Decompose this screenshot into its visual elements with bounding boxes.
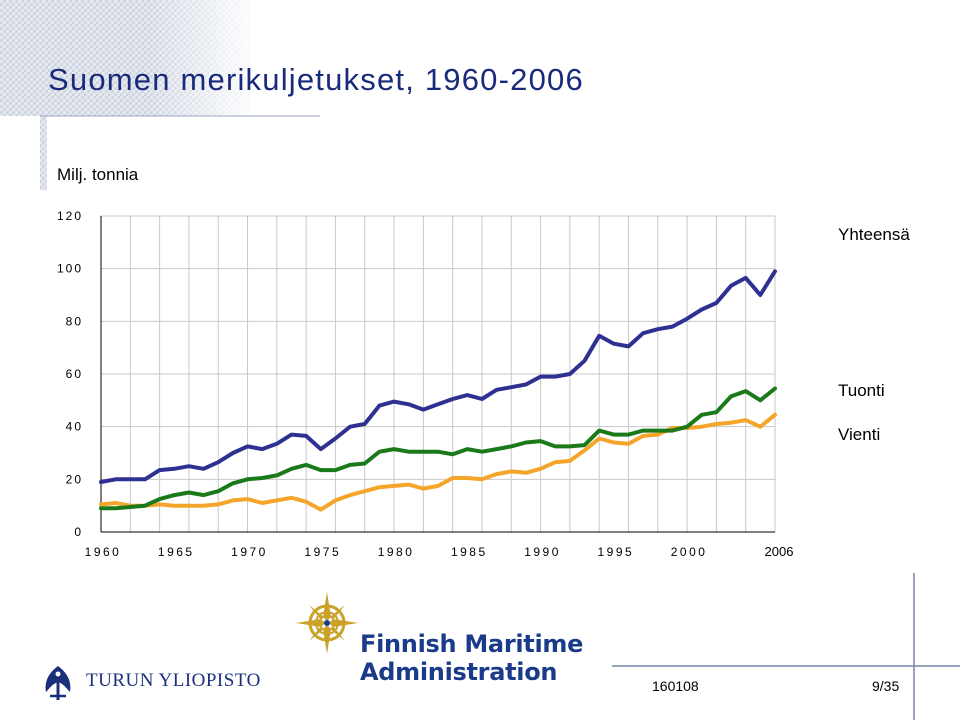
y-tick-label: 100 [57, 262, 83, 276]
x-tick-label: 1995 [597, 545, 634, 559]
footer-page-number: 9/35 [872, 678, 900, 694]
y-tick-label: 20 [66, 472, 83, 486]
x-tick-label: 1960 [85, 545, 122, 559]
y-tick-label: 40 [66, 420, 83, 434]
chart-grid [101, 215, 776, 532]
footer-date-code: 160108 [652, 678, 699, 694]
y-tick-label: 0 [74, 525, 83, 539]
x-tick-label: 1970 [231, 545, 268, 559]
y-tick-label: 80 [66, 314, 83, 328]
x-tick-label: 2006 [765, 544, 794, 559]
slide-title: Suomen merikuljetukset, 1960-2006 [48, 62, 584, 97]
series-label: Yhteensä [838, 225, 910, 244]
finnish-maritime-administration-logo: Finnish Maritime Administration [296, 590, 586, 690]
compass-rose-icon [296, 592, 358, 654]
agency-name-line-1: Finnish Maritime [360, 630, 584, 658]
chart-series [99, 269, 777, 512]
series-label: Tuonti [838, 381, 885, 400]
header-vertical-strip [40, 0, 47, 190]
x-tick-label: 1980 [378, 545, 415, 559]
chart-labels: 0 20 40 60 80 100 120 1960 1965 1970 1975 1980 1985 1… [57, 209, 910, 559]
turun-yliopisto-logo: TURUN YLIOPISTO [38, 660, 268, 704]
agency-name-line-2: Administration [360, 658, 558, 686]
y-tick-label: 60 [66, 367, 83, 381]
x-tick-label: 1990 [524, 545, 561, 559]
x-tick-label: 1985 [451, 545, 488, 559]
university-emblem-icon [45, 666, 71, 700]
series-label: Vienti [838, 425, 880, 444]
x-tick-label: 1975 [304, 545, 341, 559]
series-line-yhteensä [99, 269, 777, 484]
y-axis-unit-label: Milj. tonnia [57, 165, 139, 184]
y-tick-label: 120 [57, 209, 83, 223]
x-tick-label: 1965 [158, 545, 195, 559]
x-tick-label: 2000 [671, 545, 708, 559]
series-line-tuonti [99, 386, 777, 511]
university-name: TURUN YLIOPISTO [86, 670, 261, 691]
chart-axes [100, 216, 775, 533]
